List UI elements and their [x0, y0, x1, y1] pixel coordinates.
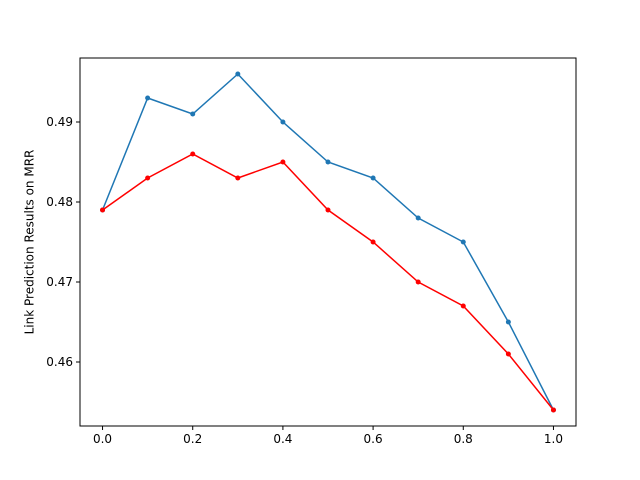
data-point	[280, 119, 286, 125]
series-line	[101, 72, 555, 411]
data-point	[505, 319, 511, 325]
data-point	[100, 207, 106, 213]
data-point	[190, 111, 196, 117]
data-point	[325, 159, 331, 165]
data-point	[235, 175, 241, 181]
axes-frame	[79, 57, 577, 427]
x-tick-label: 0.6	[364, 432, 383, 446]
y-tick-label: 0.47	[46, 275, 73, 289]
data-point	[145, 95, 151, 101]
data-point	[325, 207, 331, 213]
data-point	[460, 303, 466, 309]
data-point	[235, 71, 241, 77]
data-point	[415, 279, 421, 285]
data-point	[145, 175, 151, 181]
data-point	[190, 151, 196, 157]
data-point	[550, 407, 556, 413]
y-tick-label: 0.46	[46, 355, 73, 369]
data-point	[370, 175, 376, 181]
data-point	[505, 351, 511, 357]
x-tick-label: 1.0	[544, 432, 563, 446]
data-point	[460, 239, 466, 245]
x-tick-label: 0.2	[183, 432, 202, 446]
y-axis-label: Link Prediction Results on MRR	[23, 150, 37, 335]
x-tick-label: 0.8	[454, 432, 473, 446]
data-point	[280, 159, 286, 165]
y-tick-label: 0.49	[46, 115, 73, 129]
x-tick-label: 0.4	[273, 432, 292, 446]
y-tick-label: 0.48	[46, 195, 73, 209]
x-tick-label: 0.0	[93, 432, 112, 446]
data-point	[370, 239, 376, 245]
data-point	[415, 215, 421, 221]
